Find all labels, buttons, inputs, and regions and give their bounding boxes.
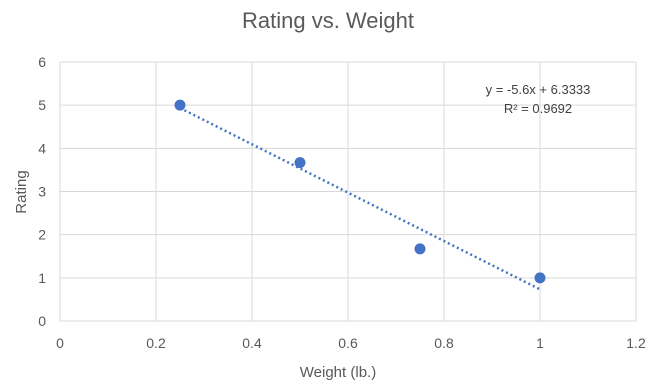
data-point (294, 157, 306, 169)
x-tick-label: 1 (536, 335, 544, 351)
y-tick-label: 0 (38, 313, 46, 329)
trendline (179, 106, 541, 291)
x-tick-label: 0.4 (242, 335, 262, 351)
trendline-equation: y = -5.6x + 6.3333 (486, 82, 591, 97)
y-axis-title: Rating (13, 170, 30, 213)
x-tick-label: 1.2 (626, 335, 646, 351)
x-tick-labels: 0 0.2 0.4 0.6 0.8 1 1.2 (56, 335, 646, 351)
y-tick-label: 5 (38, 97, 46, 113)
gridlines (59, 61, 637, 322)
y-tick-labels: 0 1 2 3 4 5 6 (38, 54, 46, 329)
trendline-r-squared: R² = 0.9692 (504, 101, 572, 116)
trendline-group (179, 106, 541, 291)
data-point (174, 99, 186, 111)
y-tick-label: 3 (38, 184, 46, 200)
chart-title: Rating vs. Weight (242, 8, 414, 33)
x-tick-label: 0.2 (146, 335, 166, 351)
x-tick-label: 0.6 (338, 335, 358, 351)
y-tick-label: 1 (38, 270, 46, 286)
y-tick-label: 6 (38, 54, 46, 70)
data-point (414, 243, 426, 255)
x-axis-title: Weight (lb.) (300, 364, 376, 381)
data-points (174, 99, 546, 284)
data-point (534, 272, 546, 284)
y-tick-label: 2 (38, 227, 46, 243)
x-tick-label: 0.8 (434, 335, 454, 351)
x-tick-label: 0 (56, 335, 64, 351)
y-tick-label: 4 (38, 140, 46, 156)
